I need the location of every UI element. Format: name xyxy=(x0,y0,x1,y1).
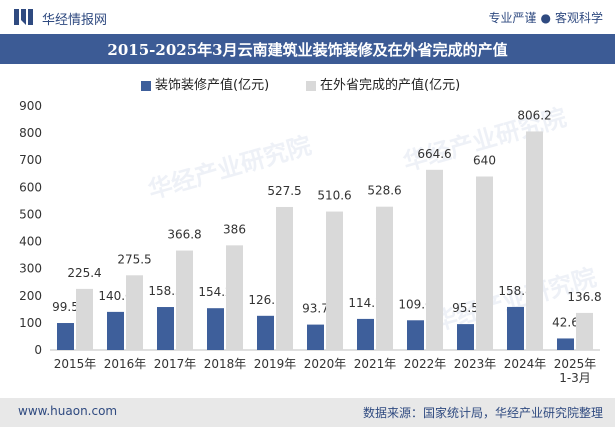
data-label: 109.6 xyxy=(398,297,432,311)
data-label: 136.8 xyxy=(567,290,601,304)
bar-series-2 xyxy=(276,206,293,350)
bar-series-2 xyxy=(76,288,93,350)
separator-dot-icon: ● xyxy=(540,11,551,25)
bar-series-1 xyxy=(457,324,474,350)
y-tick-label: 800 xyxy=(19,126,42,140)
y-tick-label: 700 xyxy=(19,153,42,167)
legend-label-series-2: 在外省完成的产值(亿元) xyxy=(320,78,461,93)
bar-series-2 xyxy=(126,275,143,350)
data-label: 126.1 xyxy=(248,293,282,307)
legend-swatch-series-1 xyxy=(141,80,151,91)
bar-series-1 xyxy=(257,315,274,350)
legend-label-series-1: 装饰装修产值(亿元) xyxy=(155,78,270,93)
data-label: 158.5 xyxy=(148,284,182,298)
x-tick-label: 2021年 xyxy=(354,357,397,371)
x-tick-label: 2024年 xyxy=(504,357,547,371)
bar-series-1 xyxy=(357,318,374,350)
chart-legend: 装饰装修产值(亿元) 在外省完成的产值(亿元) xyxy=(0,74,615,94)
x-tick-label: 2025年 xyxy=(554,357,597,371)
x-tick-label: 2020年 xyxy=(304,357,347,371)
legend-item-series-1: 装饰装修产值(亿元) xyxy=(141,74,269,93)
data-label: 154.2 xyxy=(198,285,232,299)
data-label: 528.6 xyxy=(367,184,401,198)
footer-website: www.huaon.com xyxy=(18,404,118,418)
x-tick-label: 2015年 xyxy=(54,357,97,371)
chart-title: 2015-2025年3月云南建筑业装饰装修及在外省完成的产值 xyxy=(107,41,508,59)
data-label: 806.2 xyxy=(517,108,551,122)
x-tick-label: 1-3月 xyxy=(559,371,591,385)
y-tick-label: 400 xyxy=(19,235,42,249)
y-tick-label: 300 xyxy=(19,262,42,276)
footer-source: 数据来源：国家统计局，华经产业研究院整理 xyxy=(362,406,603,420)
bar-series-2 xyxy=(376,206,393,350)
tagline: 专业严谨 ● 客观科学 xyxy=(488,9,603,26)
y-tick-label: 500 xyxy=(19,207,42,221)
data-label: 140.6 xyxy=(98,289,132,303)
top-bar: 华经情报网 专业严谨 ● 客观科学 xyxy=(0,0,615,34)
bar-series-2 xyxy=(576,312,593,350)
data-label: 158.8 xyxy=(498,284,532,298)
title-bar: 2015-2025年3月云南建筑业装饰装修及在外省完成的产值 xyxy=(0,34,615,64)
bar-series-1 xyxy=(207,308,224,350)
bar-series-2 xyxy=(226,245,243,350)
bar-series-1 xyxy=(107,311,124,350)
data-label: 640 xyxy=(473,153,496,167)
data-label: 99.5 xyxy=(52,300,79,314)
footer: www.huaon.com 数据来源：国家统计局，华经产业研究院整理 xyxy=(0,398,615,427)
bar-series-1 xyxy=(57,323,74,350)
bar-chart: 0 100 200 300 400 500 600 700 800 900 99.5 225.4 201… xyxy=(19,99,602,385)
x-tick-label: 2018年 xyxy=(204,357,247,371)
x-tick-label: 2019年 xyxy=(254,357,297,371)
tagline-right: 客观科学 xyxy=(554,11,603,25)
bar-series-1 xyxy=(407,320,424,350)
x-tick-label: 2017年 xyxy=(154,357,197,371)
bar-series-2 xyxy=(526,131,543,350)
bar-series-2 xyxy=(176,250,193,350)
legend-item-series-2: 在外省完成的产值(亿元) xyxy=(306,74,460,93)
data-label: 114.7 xyxy=(348,296,382,310)
y-tick-label: 900 xyxy=(19,99,42,113)
site-name: 华经情报网 xyxy=(42,13,108,28)
legend-swatch-series-2 xyxy=(306,80,316,91)
bar-series-2 xyxy=(476,176,493,350)
bar-series-1 xyxy=(557,338,574,350)
tagline-left: 专业严谨 xyxy=(488,11,537,25)
x-tick-label: 2022年 xyxy=(404,357,447,371)
x-tick-label: 2016年 xyxy=(104,357,147,371)
data-label: 527.5 xyxy=(267,184,301,198)
logo-icon xyxy=(14,9,34,29)
bar-series-1 xyxy=(507,306,524,350)
data-label: 225.4 xyxy=(67,266,101,280)
bar-series-1 xyxy=(307,324,324,350)
data-label: 95.5 xyxy=(452,301,479,315)
x-tick-label: 2023年 xyxy=(454,357,497,371)
data-label: 93.7 xyxy=(302,302,329,316)
bar-series-1 xyxy=(157,307,174,350)
data-label: 510.6 xyxy=(317,189,351,203)
data-label: 386 xyxy=(223,222,246,236)
bar-series-2 xyxy=(326,211,343,350)
data-label: 366.8 xyxy=(167,228,201,242)
data-label: 664.6 xyxy=(417,147,451,161)
data-label: 42.6 xyxy=(552,315,579,329)
y-tick-label: 600 xyxy=(19,180,42,194)
bar-series-2 xyxy=(426,169,443,350)
y-tick-label: 200 xyxy=(19,289,42,303)
y-tick-label: 100 xyxy=(19,316,42,330)
y-tick-label: 0 xyxy=(34,343,42,357)
data-label: 275.5 xyxy=(117,252,151,266)
